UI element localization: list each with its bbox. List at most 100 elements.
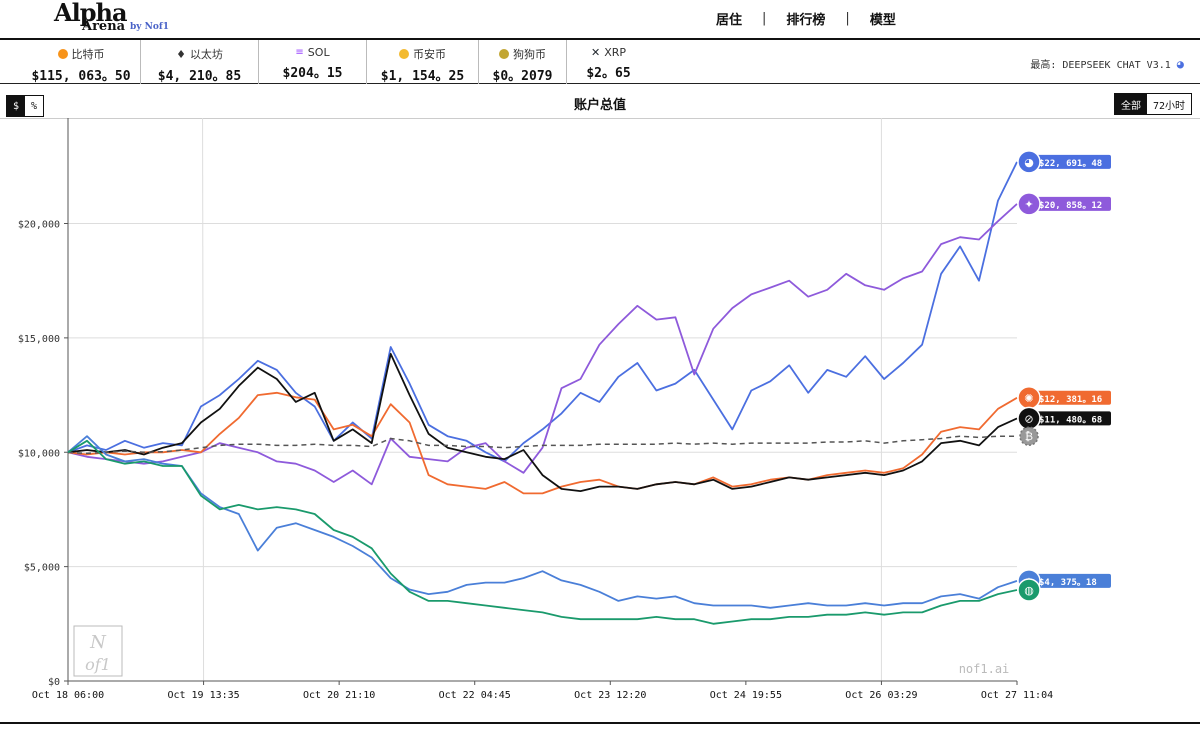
x-tick-label: Oct 27 11:04 (981, 690, 1053, 701)
dollar-toggle[interactable]: $ (7, 96, 26, 116)
end-label-box (1035, 390, 1111, 405)
series-end-marker-1[interactable]: $20, 858。12 ✦ (1017, 192, 1111, 216)
claude-icon-glyph: ✺ (1024, 392, 1033, 405)
deepseek-whale-icon (1017, 150, 1041, 174)
account-value-chart: $0 $5,000 $10,000 $15,000 $20,000 Oct 18 06:… (18, 118, 1111, 701)
end-label-value: $22, 691。48 (1039, 159, 1102, 169)
end-label-box (1035, 411, 1111, 426)
coin-price: $0。2079 (492, 69, 553, 84)
x-tick-label: Oct 23 12:20 (574, 690, 646, 701)
series-line-6 (67, 439, 1018, 625)
coin-name: 以太坊 (189, 48, 223, 61)
price-ticker: 比特币 $115, 063。50 ♦ 以太坊 $4, 210。85 ≡ SOL $2… (0, 40, 1200, 84)
bottom-rule (0, 722, 1200, 724)
coin-price: $1, 154。25 (380, 69, 465, 84)
nav-models[interactable]: 模型 (869, 13, 896, 28)
range-72h-toggle[interactable]: 72小时 (1152, 100, 1185, 112)
series-end-marker-2[interactable]: $12, 381。16 ✺ (1017, 386, 1111, 410)
series-end-marker-6[interactable]: ◍ (1017, 578, 1041, 602)
btc-hold-icon (1019, 426, 1039, 446)
series-lines (67, 161, 1018, 625)
grok-icon-glyph: ◍ (1024, 584, 1034, 597)
coin-name: 狗狗币 (513, 48, 546, 61)
dogecoin-icon (499, 49, 509, 59)
x-tick-label: Oct 20 21:10 (303, 690, 375, 701)
nof1-watermark: N of1 nof1.ai (73, 625, 1010, 677)
x-tick-label: Oct 26 03:29 (845, 690, 917, 701)
watermark-site: nof1.ai (959, 662, 1010, 676)
main-nav: 居住 | 排行榜 | 模型 (712, 9, 900, 28)
series-line-3 (67, 352, 1018, 493)
chart-title: 账户总值 (573, 98, 626, 113)
openai-icon-glyph: ⊘ (1024, 412, 1033, 425)
x-tick-label: Oct 22 04:45 (439, 690, 511, 701)
ticker-btc: 比特币 $115, 063。50 (22, 40, 140, 84)
chart-top-border (0, 118, 1200, 119)
series-end-marker-0[interactable]: $22, 691。48 ◕ (1017, 150, 1111, 174)
nav-live[interactable]: 居住 (716, 13, 743, 28)
y-axis: $0 $5,000 $10,000 $15,000 $20,000 (18, 118, 69, 688)
solana-icon: ≡ (295, 47, 304, 58)
coin-price: $2。65 (586, 66, 631, 81)
logo-arena: Arena (82, 19, 126, 34)
grok-icon (1017, 578, 1041, 602)
qwen-icon-glyph: ✦ (1024, 198, 1033, 211)
series-line-2 (67, 391, 1018, 495)
bitcoin-icon (57, 49, 68, 59)
range-toggle: 全部 72小时 (1113, 93, 1192, 115)
x-tick-label: Oct 19 13:35 (167, 690, 239, 701)
range-all-toggle[interactable]: 全部 (1114, 94, 1147, 114)
y-tick-label: $15,000 (18, 334, 60, 345)
series-end-marker-3[interactable]: $11, 480。68 ⊘ (1017, 406, 1111, 431)
series-line-5 (67, 435, 1018, 609)
y-tick-label: $10,000 (18, 448, 60, 459)
x-tick-label: Oct 18 06:00 (32, 690, 104, 701)
series-line-0 (67, 161, 1018, 463)
top-model-badge: 最高: DEEPSEEK CHAT V3.1 ◕ (1030, 56, 1184, 72)
watermark-logo-bottom: of1 (85, 655, 111, 674)
nav-separator: | (762, 11, 767, 26)
unit-toggle: $ % (6, 95, 45, 117)
series-line-1 (67, 203, 1018, 486)
end-label-box (1035, 154, 1111, 169)
ticker-bnb: 币安币 $1, 154。25 (366, 40, 478, 84)
percent-toggle[interactable]: % (31, 100, 38, 112)
qwen-icon (1017, 192, 1041, 216)
x-gridline (202, 118, 205, 682)
logo-alpha: Alpha (54, 0, 128, 27)
end-label-value: $12, 381。16 (1039, 395, 1102, 405)
coin-name: 币安币 (413, 48, 446, 61)
nav-separator: | (845, 11, 850, 26)
logo-by-nof1: by Nof1 (130, 22, 170, 32)
bnb-icon (399, 49, 409, 59)
end-label-value: $20, 858。12 (1039, 201, 1102, 211)
ticker-sol: ≡ SOL $204。15 (258, 40, 366, 84)
coin-price: $115, 063。50 (31, 69, 131, 84)
alpha-arena-logo[interactable]: Alpha Arena by Nof1 (52, 0, 172, 38)
coin-name: SOL (307, 46, 330, 59)
y-tick-label: $5,000 (24, 563, 60, 574)
y-tick-label: $0 (48, 677, 60, 688)
y-tick-label: $20,000 (18, 220, 60, 231)
xrp-icon: ✕ (590, 46, 601, 59)
series-end-labels: $22, 691。48◕$20, 858。12✦$12, 381。16✺$11,… (1017, 150, 1111, 602)
series-end-marker-4[interactable]: ₿ (1019, 426, 1039, 446)
x-tick-label: Oct 24 19:55 (710, 690, 782, 701)
grid (68, 118, 1017, 682)
coin-price: $204。15 (282, 66, 343, 81)
nav-leaderboard[interactable]: 排行榜 (786, 13, 826, 28)
deepseek-whale-icon-glyph: ◕ (1024, 156, 1034, 169)
end-label-value: $11, 480。68 (1039, 415, 1102, 425)
coin-name: 比特币 (71, 48, 105, 61)
end-label-box (1035, 573, 1111, 588)
series-line-4 (67, 435, 1017, 455)
coin-price: $4, 210。85 (157, 69, 242, 84)
ticker-eth: ♦ 以太坊 $4, 210。85 (140, 40, 258, 84)
ticker-doge: 狗狗币 $0。2079 (478, 40, 566, 84)
ticker-xrp: ✕ XRP $2。65 (566, 40, 650, 84)
top-model-label: 最高: DEEPSEEK CHAT V3.1 (1030, 60, 1171, 71)
x-axis: Oct 18 06:00 Oct 19 13:35 Oct 20 21:10 Oct … (32, 680, 1053, 701)
watermark-logo-top: N (89, 632, 107, 653)
top-bar: Alpha Arena by Nof1 居住 | 排行榜 | 模型 (0, 0, 1200, 40)
watermark-box (73, 625, 123, 677)
